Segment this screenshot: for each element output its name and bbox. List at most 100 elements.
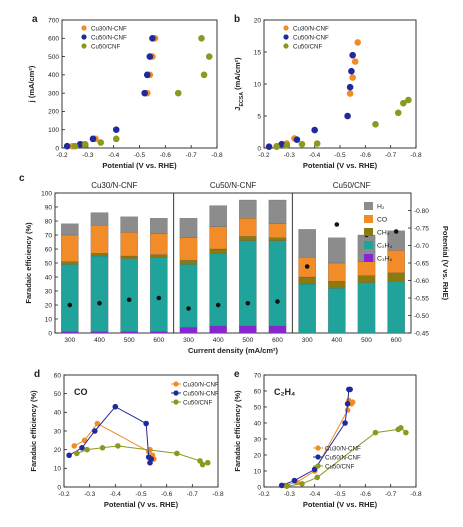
panel-c-bar-h2 xyxy=(209,205,227,227)
panel-b-xtick-label: -0.2 xyxy=(258,152,270,159)
panel-c-legend-text: C₂H₄ xyxy=(377,243,392,250)
panel-c-y2tick-label: -0.65 xyxy=(414,260,429,267)
panel-c-y2tick-label: -0.45 xyxy=(414,330,429,337)
panel-d-ytick-label: 0 xyxy=(57,484,61,491)
panel-b-point xyxy=(344,112,351,120)
panel-c-xtick-label: 400 xyxy=(94,337,105,344)
panel-c-bar-c2h4 xyxy=(61,264,79,332)
panel-a-legend-marker xyxy=(81,25,87,31)
panel-d-point xyxy=(94,420,101,427)
panel-d-xlabel: Potential (V vs. RHE) xyxy=(104,500,179,509)
panel-d-xtick-label: -0.8 xyxy=(212,491,224,498)
panel-d-ytick-label: 20 xyxy=(54,447,62,454)
panel-a-label: a xyxy=(32,14,38,25)
panel-c-bar-c2h4 xyxy=(209,253,227,327)
panel-a-point xyxy=(149,34,156,42)
panel-a-point xyxy=(112,135,120,143)
panel-e-point xyxy=(278,482,285,489)
panel-d-ytick-label: 40 xyxy=(54,410,62,417)
panel-a-ytick-label: 600 xyxy=(48,36,59,43)
panel-e-annotation: C₂H₄ xyxy=(274,387,295,397)
panel-c-bar-c3h6 xyxy=(268,325,287,334)
panel-b-point xyxy=(372,121,379,128)
panel-e-xtick-label: -0.6 xyxy=(360,491,372,498)
panel-b-point xyxy=(273,143,280,151)
panel-d-xtick-label: -0.6 xyxy=(161,491,173,498)
panel-c-bar-c3h6 xyxy=(179,327,198,334)
panel-c-ytick-label: 40 xyxy=(45,274,53,281)
panel-b-legend-text: Cu50/CNF xyxy=(293,44,322,51)
panel-c-frame xyxy=(54,192,412,334)
panel-e-ytick-label: 10 xyxy=(254,468,262,475)
panel-e-ytick-label: 70 xyxy=(254,372,262,379)
panel-c-potential-point xyxy=(215,302,221,308)
panel-b-ytick-label: 5 xyxy=(257,113,261,120)
panel-b-label: b xyxy=(234,14,240,25)
panel-c-bar-ch4 xyxy=(209,248,227,254)
panel-a-ytick-label: 500 xyxy=(48,54,59,61)
panel-a-ytick-label: 200 xyxy=(48,109,59,116)
panel-c-potential-point xyxy=(275,299,280,304)
panel-a-point xyxy=(112,126,120,134)
panel-c-y2tick-label: -0.80 xyxy=(414,208,429,215)
panel-c-bar-c2h4 xyxy=(357,282,376,334)
panel-b-xtick-label: -0.5 xyxy=(334,152,346,159)
panel-b-xlabel: Potential (V vs. RHE) xyxy=(303,161,378,170)
panel-a-xtick-label: -0.5 xyxy=(134,152,146,159)
panel-b-legend-marker xyxy=(283,34,289,40)
panel-e-point xyxy=(403,429,409,436)
panel-e-point xyxy=(342,420,348,426)
panel-c-bar-c3h6 xyxy=(150,331,168,334)
panel-a-point xyxy=(146,53,154,60)
panel-c-potential-point xyxy=(245,300,251,306)
panel-b-point xyxy=(346,90,354,97)
panel-e-point xyxy=(344,401,351,407)
panel-e-xtick-label: -0.4 xyxy=(309,491,321,498)
panel-d-ytick-label: 50 xyxy=(54,391,62,398)
panel-b-legend-marker xyxy=(283,43,289,49)
panel-e-point xyxy=(398,425,404,431)
panel-e-xlabel: Potential (V vs. RHE) xyxy=(303,500,378,509)
panel-c-bar-ch4 xyxy=(179,260,198,265)
panel-e-legend-text: Cu30/N-CNF xyxy=(325,446,361,453)
panel-a-ytick-label: 100 xyxy=(48,127,59,134)
panel-c-bar-c3h6 xyxy=(90,331,109,334)
panel-e-ytick-label: 20 xyxy=(254,452,262,459)
panel-c-y2tick-label: -0.70 xyxy=(414,243,429,250)
panel-e-ytick-label: 40 xyxy=(254,420,262,427)
panel-c-bar-h2 xyxy=(239,199,257,219)
panel-c-legend-swatch xyxy=(364,215,373,223)
panel-d-ytick-label: 60 xyxy=(54,372,62,379)
panel-b-ytick-label: 10 xyxy=(254,81,262,88)
panel-b-point xyxy=(348,67,355,75)
panel-e-point xyxy=(299,481,305,487)
panel-c-bar-c3h6 xyxy=(209,325,227,334)
panel-c-bar-h2 xyxy=(150,218,168,234)
panel-e-ytick-label: 50 xyxy=(254,404,262,411)
panel-c-potential-point xyxy=(156,295,162,301)
panel-a-point xyxy=(97,139,105,146)
panel-c-bar-co xyxy=(120,232,138,257)
panel-c-legend-text: H₂ xyxy=(377,204,385,211)
panel-a-xtick-label: -0.8 xyxy=(211,152,223,159)
panel-e-point xyxy=(372,429,379,436)
panel-c-bar-h2 xyxy=(90,212,109,226)
panel-e-point xyxy=(291,477,298,484)
panel-c-xtick-label: 300 xyxy=(302,337,313,344)
panel-c-bar-c2h4 xyxy=(120,258,138,332)
panel-c-ytick-label: 50 xyxy=(45,260,53,267)
panel-c-potential-point xyxy=(97,300,102,306)
panel-c-legend-swatch xyxy=(364,202,373,210)
panel-c-bar-h2 xyxy=(61,223,79,236)
panel-d-xtick-label: -0.2 xyxy=(58,491,70,498)
panel-c-xtick-label: 500 xyxy=(361,337,372,344)
panel-a-legend-marker xyxy=(81,43,87,49)
panel-d-point xyxy=(174,450,180,457)
panel-c-y2tick-label: -0.55 xyxy=(414,295,429,302)
panel-c-potential-point xyxy=(334,222,340,227)
panel-c-bar-c2h4 xyxy=(90,255,109,332)
panel-c-xtick-label: 600 xyxy=(391,337,402,344)
panel-b-point xyxy=(349,51,356,59)
panel-e-xtick-label: -0.3 xyxy=(284,491,296,498)
